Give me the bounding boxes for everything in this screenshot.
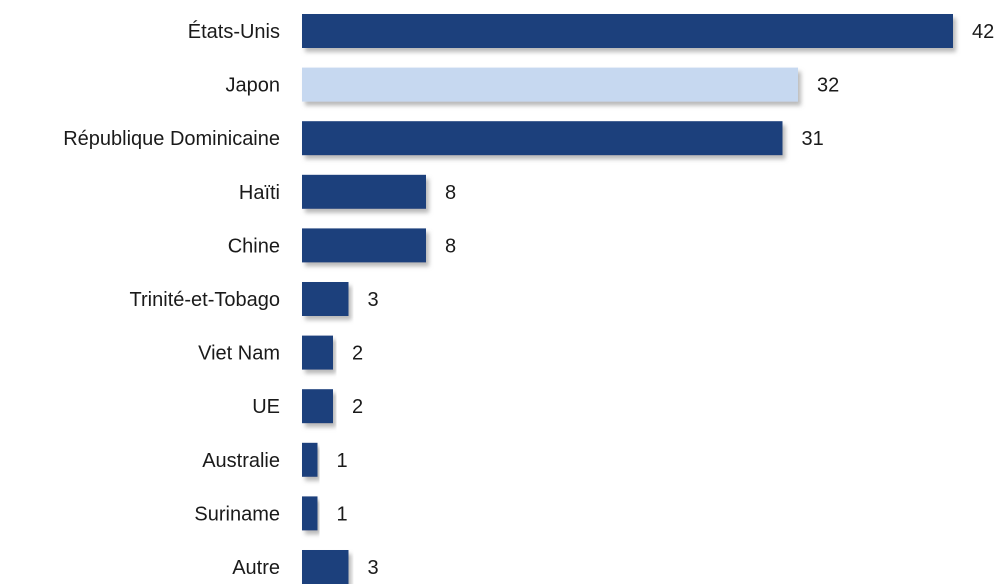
bar-10 bbox=[302, 550, 349, 584]
value-label: 32 bbox=[817, 75, 839, 97]
category-label: République Dominicaine bbox=[63, 128, 280, 150]
value-label: 31 bbox=[802, 128, 824, 150]
bar-1 bbox=[302, 67, 798, 102]
bar-2 bbox=[302, 121, 783, 156]
value-label: 3 bbox=[368, 557, 379, 579]
bars-layer bbox=[302, 14, 953, 584]
category-label: UE bbox=[252, 396, 280, 418]
category-label: Australie bbox=[202, 450, 280, 472]
category-label: États-Unis bbox=[188, 20, 280, 43]
category-label: Haïti bbox=[239, 182, 280, 204]
bar-3 bbox=[302, 174, 426, 209]
category-label: Chine bbox=[228, 235, 280, 257]
bar-4 bbox=[302, 228, 426, 263]
bar-9 bbox=[302, 496, 318, 531]
value-label: 1 bbox=[337, 503, 348, 525]
value-label: 42 bbox=[972, 21, 994, 43]
bar-5 bbox=[302, 282, 349, 316]
value-label: 2 bbox=[352, 396, 363, 418]
category-label: Viet Nam bbox=[198, 343, 280, 365]
value-label: 1 bbox=[337, 450, 348, 472]
value-label: 8 bbox=[445, 235, 456, 257]
category-label: Trinité-et-Tobago bbox=[130, 289, 280, 311]
bar-0 bbox=[302, 14, 953, 48]
category-label: Autre bbox=[232, 557, 280, 579]
category-label: Japon bbox=[226, 75, 281, 97]
value-label: 8 bbox=[445, 182, 456, 204]
bar-8 bbox=[302, 442, 318, 477]
value-label: 3 bbox=[368, 289, 379, 311]
bar-6 bbox=[302, 335, 333, 370]
bar-7 bbox=[302, 389, 333, 424]
category-label: Suriname bbox=[194, 503, 280, 525]
value-label: 2 bbox=[352, 343, 363, 365]
